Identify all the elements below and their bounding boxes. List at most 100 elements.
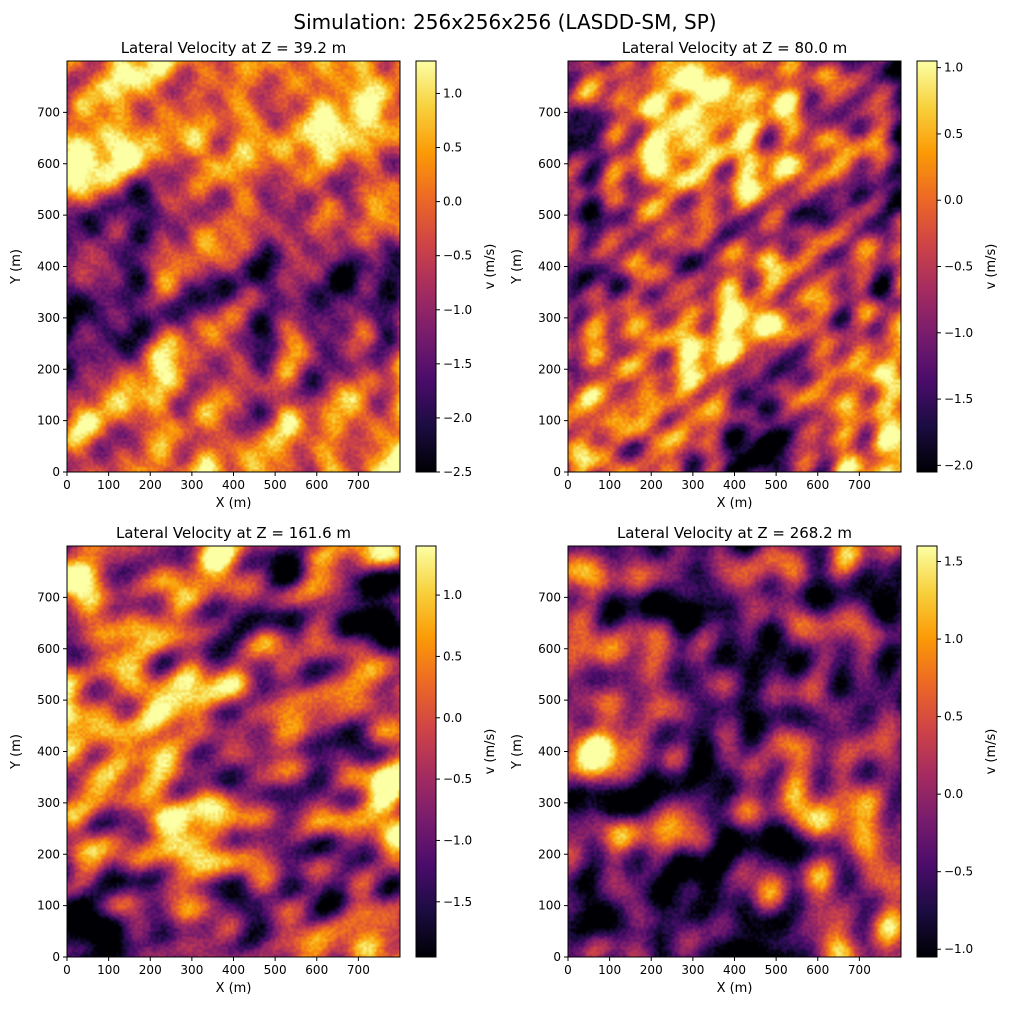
x-tick-label: 300 [681, 478, 704, 492]
y-tick-label: 400 [37, 745, 60, 759]
y-tick-label: 100 [538, 414, 561, 428]
x-tick-label: 500 [264, 478, 287, 492]
subplot-2: Lateral Velocity at Z = 80.0 m 0 100 200 300… [510, 39, 999, 511]
x-axis-label: X (m) [717, 496, 753, 511]
x-tick-label: 600 [305, 963, 328, 977]
y-axis-label: Y (m) [510, 734, 525, 770]
colorbar [415, 60, 437, 473]
colorbar-tick-label: 0.0 [443, 195, 462, 209]
x-tick-label: 700 [848, 963, 871, 977]
subplot-title: Lateral Velocity at Z = 80.0 m [622, 39, 848, 57]
x-tick-label: 0 [63, 478, 71, 492]
x-tick-label: 600 [806, 478, 829, 492]
y-axis-label: Y (m) [510, 249, 525, 285]
colorbar-tick-label: 0.5 [443, 141, 462, 155]
y-tick-label: 200 [538, 847, 561, 861]
y-tick-label: 500 [538, 693, 561, 707]
colorbar-tick-label: −2.5 [443, 465, 472, 479]
heatmap-image [568, 61, 901, 472]
subplot-4: Lateral Velocity at Z = 268.2 m 0 100 200 30… [510, 524, 999, 996]
heatmap-image [67, 61, 400, 472]
colorbar [415, 545, 437, 958]
x-tick-label: 500 [264, 963, 287, 977]
x-tick-label: 400 [222, 478, 245, 492]
y-tick-label: 500 [37, 693, 60, 707]
x-axis-label: X (m) [216, 496, 252, 511]
x-tick-label: 300 [180, 478, 203, 492]
colorbar-tick-label: −1.0 [443, 833, 472, 847]
x-tick-label: 500 [765, 478, 788, 492]
colorbar-tick-label: 0.5 [944, 710, 963, 724]
x-tick-label: 100 [97, 963, 120, 977]
y-tick-label: 600 [538, 157, 561, 171]
x-tick-label: 300 [180, 963, 203, 977]
y-tick-label: 100 [37, 414, 60, 428]
x-tick-label: 100 [598, 478, 621, 492]
y-tick-label: 400 [37, 260, 60, 274]
y-tick-label: 500 [37, 208, 60, 222]
heatmap-image [568, 546, 901, 957]
colorbar-label: v (m/s) [483, 729, 498, 775]
colorbar-tick-label: 0.5 [443, 649, 462, 663]
colorbar-label: v (m/s) [984, 244, 999, 290]
colorbar-label: v (m/s) [483, 244, 498, 290]
y-tick-label: 200 [538, 362, 561, 376]
y-tick-label: 0 [553, 465, 561, 479]
colorbar-tick-label: 1.0 [443, 588, 462, 602]
y-tick-label: 300 [37, 311, 60, 325]
x-tick-label: 400 [222, 963, 245, 977]
x-tick-label: 100 [598, 963, 621, 977]
colorbar-tick-label: −0.5 [944, 865, 973, 879]
colorbar-tick-label: −2.0 [944, 458, 973, 472]
subplot-title: Lateral Velocity at Z = 39.2 m [121, 39, 347, 57]
colorbar-tick-label: −0.5 [443, 249, 472, 263]
y-tick-label: 700 [37, 590, 60, 604]
x-tick-label: 600 [806, 963, 829, 977]
x-tick-label: 500 [765, 963, 788, 977]
x-axis-label: X (m) [717, 981, 753, 996]
y-tick-label: 200 [37, 362, 60, 376]
x-tick-label: 700 [848, 478, 871, 492]
x-tick-label: 400 [723, 963, 746, 977]
colorbar-tick-label: −1.5 [944, 392, 973, 406]
colorbar-tick-label: 1.5 [944, 555, 963, 569]
heatmap-image [67, 546, 400, 957]
x-tick-label: 300 [681, 963, 704, 977]
x-tick-label: 700 [347, 478, 370, 492]
x-tick-label: 700 [347, 963, 370, 977]
colorbar-tick-label: −0.5 [944, 260, 973, 274]
y-tick-label: 600 [538, 642, 561, 656]
y-tick-label: 700 [538, 105, 561, 119]
y-tick-label: 500 [538, 208, 561, 222]
colorbar-tick-label: 1.0 [443, 86, 462, 100]
colorbar-tick-label: −0.5 [443, 772, 472, 786]
y-tick-label: 300 [538, 311, 561, 325]
y-tick-label: 200 [37, 847, 60, 861]
x-tick-label: 100 [97, 478, 120, 492]
colorbar-tick-label: −1.0 [944, 326, 973, 340]
x-tick-label: 0 [564, 478, 572, 492]
colorbar-tick-label: 1.0 [944, 61, 963, 75]
y-tick-label: 600 [37, 642, 60, 656]
y-tick-label: 300 [538, 796, 561, 810]
y-tick-label: 100 [538, 899, 561, 913]
colorbar-tick-label: −1.0 [944, 942, 973, 956]
x-tick-label: 0 [63, 963, 71, 977]
y-tick-label: 400 [538, 260, 561, 274]
x-axis-label: X (m) [216, 981, 252, 996]
y-axis-label: Y (m) [9, 249, 24, 285]
x-tick-label: 200 [139, 478, 162, 492]
subplot-title: Lateral Velocity at Z = 161.6 m [116, 524, 351, 542]
colorbar-tick-label: 0.5 [944, 127, 963, 141]
x-tick-label: 200 [139, 963, 162, 977]
y-tick-label: 400 [538, 745, 561, 759]
x-tick-label: 0 [564, 963, 572, 977]
x-tick-label: 400 [723, 478, 746, 492]
x-tick-label: 200 [640, 478, 663, 492]
subplot-3: Lateral Velocity at Z = 161.6 m 0 100 200 30… [9, 524, 498, 996]
colorbar-tick-label: −1.0 [443, 303, 472, 317]
figure-suptitle: Simulation: 256x256x256 (LASDD-SM, SP) [293, 10, 716, 34]
colorbar-tick-label: −2.0 [443, 411, 472, 425]
y-tick-label: 0 [553, 950, 561, 964]
